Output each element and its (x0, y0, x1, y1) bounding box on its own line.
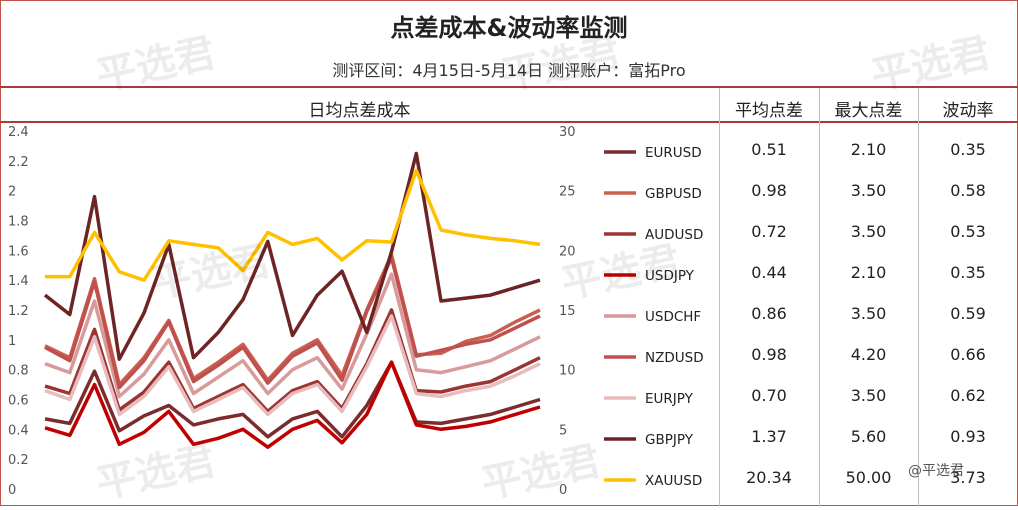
cell-avg-nzdusd: 0.98 (751, 345, 787, 364)
cell-avg-gbpjpy: 1.37 (751, 427, 787, 446)
cell-avg-gbpusd: 0.98 (751, 181, 787, 200)
column-divider-1 (719, 88, 720, 506)
cell-max-audusd: 3.50 (850, 222, 887, 241)
cell-avg-eurjpy: 0.70 (751, 386, 787, 405)
y-right-tick-1: 5 (559, 423, 567, 438)
series-lines (43, 151, 541, 449)
column-header-volatility: 波动率 (942, 101, 994, 121)
cell-max-eurjpy: 3.50 (850, 386, 887, 405)
y-right-tick-4: 20 (559, 244, 576, 259)
cell-vol-nzdusd: 0.66 (950, 345, 986, 364)
y-left-tick-3: 0.6 (8, 394, 29, 409)
series-line-audusd (44, 308, 541, 414)
cell-avg-xauusd: 20.34 (746, 468, 792, 487)
y-right-tick-0: 0 (559, 483, 567, 498)
y-left-tick-5: 1 (8, 334, 16, 349)
credit-label: @平选君 (908, 463, 964, 479)
y-left-tick-1: 0.2 (8, 453, 29, 468)
legend-label-gbpjpy: GBPJPY (645, 432, 694, 448)
cell-vol-eurjpy: 0.62 (950, 386, 986, 405)
legend: EURUSD GBPUSD AUDUSD USDJPY USDCHF NZDUSD EURJ… (604, 145, 704, 489)
cell-vol-usdjpy: 0.35 (950, 263, 986, 282)
legend-label-eurusd: EURUSD (645, 145, 702, 161)
cell-vol-gbpusd: 0.58 (950, 181, 986, 200)
y-left-tick-12: 2.4 (8, 125, 29, 140)
column-divider-2 (819, 88, 820, 506)
page-subtitle: 测评区间：4月15日-5月14日 测评账户：富拓Pro (332, 61, 686, 80)
y-left-tick-9: 1.8 (8, 215, 29, 230)
cell-vol-xauusd: 3.73 (950, 468, 986, 487)
cell-vol-usdchf: 0.59 (950, 304, 986, 323)
legend-label-usdjpy: USDJPY (645, 268, 695, 284)
column-divider-3 (918, 88, 919, 506)
series-line-usdjpy (44, 360, 541, 449)
cell-vol-eurusd: 0.35 (950, 140, 986, 159)
cell-avg-audusd: 0.72 (751, 222, 787, 241)
cell-avg-eurusd: 0.51 (751, 140, 787, 159)
y-right-tick-6: 30 (559, 125, 576, 140)
cell-avg-usdjpy: 0.44 (751, 263, 787, 282)
y-axis-left: 0 0.2 0.4 0.6 0.8 1 1.2 1.4 1.6 1.8 2 2.2 2.4 (8, 125, 29, 498)
y-left-tick-7: 1.4 (8, 274, 29, 289)
column-header-chart: 日均点差成本 (308, 101, 411, 121)
legend-label-gbpusd: GBPUSD (645, 186, 702, 202)
legend-label-eurjpy: EURJPY (645, 391, 694, 407)
legend-label-nzdusd: NZDUSD (645, 350, 704, 366)
cell-vol-audusd: 0.53 (950, 222, 986, 241)
column-header-avg-spread: 平均点差 (735, 101, 803, 121)
cell-max-gbpjpy: 5.60 (850, 427, 887, 446)
cell-vol-gbpjpy: 0.93 (950, 427, 986, 446)
series-line-eurjpy (44, 314, 541, 417)
y-left-tick-8: 1.6 (8, 244, 29, 259)
y-left-tick-11: 2.2 (8, 155, 29, 170)
column-header-max-spread: 最大点差 (834, 101, 903, 121)
header-divider-bottom (0, 121, 1018, 123)
cell-max-eurusd: 2.10 (850, 140, 887, 159)
cell-max-usdjpy: 2.10 (850, 263, 887, 282)
series-line-xauusd (45, 168, 541, 282)
header-divider-top (0, 86, 1018, 88)
y-left-tick-6: 1.2 (8, 304, 29, 319)
legend-label-xauusd: XAUUSD (645, 473, 702, 489)
series-line-eurusd (44, 360, 541, 439)
cell-max-usdchf: 3.50 (850, 304, 887, 323)
y-left-tick-4: 0.8 (8, 364, 29, 379)
y-left-tick-0: 0 (8, 483, 16, 498)
page-title: 点差成本&波动率监测 (390, 14, 628, 42)
series-line-gbpjpy (43, 151, 541, 361)
y-left-tick-2: 0.4 (8, 423, 29, 438)
legend-label-usdchf: USDCHF (645, 309, 701, 325)
spread-line-chart: 0 0.2 0.4 0.6 0.8 1 1.2 1.4 1.6 1.8 2 2.2 2.4 0 5 10 15… (8, 125, 704, 498)
series-line-nzdusd (44, 256, 541, 390)
series-line-usdchf (44, 272, 541, 399)
y-right-tick-2: 10 (559, 364, 576, 379)
cell-max-gbpusd: 3.50 (850, 181, 887, 200)
y-right-tick-3: 15 (559, 304, 576, 319)
cell-avg-usdchf: 0.86 (751, 304, 787, 323)
cell-max-xauusd: 50.00 (845, 468, 892, 487)
y-right-tick-5: 25 (559, 185, 576, 200)
y-axis-right: 0 5 10 15 20 25 30 (559, 125, 576, 498)
y-left-tick-10: 2 (8, 185, 16, 200)
legend-label-audusd: AUDUSD (645, 227, 703, 243)
cell-max-nzdusd: 4.20 (850, 345, 887, 364)
